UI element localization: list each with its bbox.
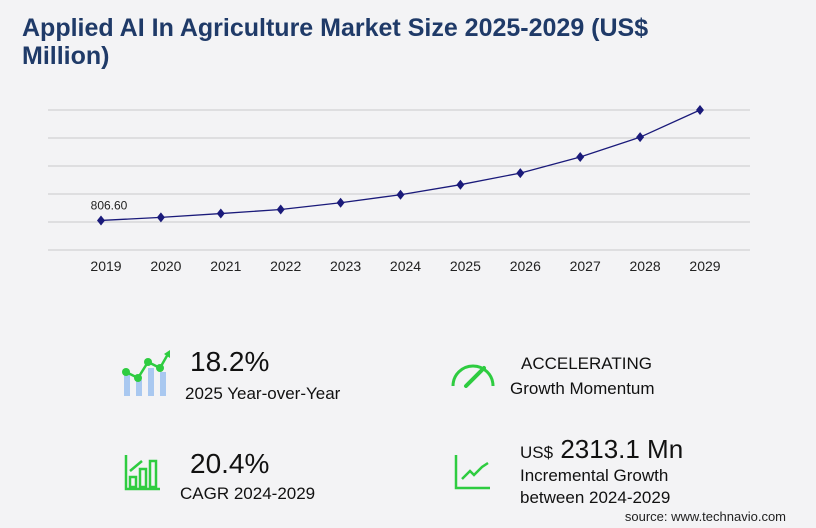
data-point (516, 168, 525, 179)
page-title: Applied AI In Agriculture Market Size 20… (22, 14, 649, 70)
cagr-label: CAGR 2024-2029 (180, 484, 316, 503)
x-tick-label: 2021 (210, 258, 241, 274)
x-tick-label: 2027 (570, 258, 601, 274)
incremental-label-1: Incremental Growth (520, 466, 669, 485)
incremental-growth-value: US$ 2313.1 Mn (520, 434, 683, 465)
x-tick-label: 2020 (150, 258, 181, 274)
data-point (456, 179, 465, 190)
x-tick-label: 2019 (90, 258, 121, 274)
data-point (97, 215, 105, 226)
data-point (576, 151, 585, 162)
speedometer-icon (451, 364, 495, 388)
x-tick-label: 2028 (630, 258, 661, 274)
x-tick-label: 2022 (270, 258, 301, 274)
data-label: 806.60 (91, 198, 128, 212)
data-point (636, 132, 645, 143)
data-point (216, 208, 225, 219)
momentum-label: Growth Momentum (510, 379, 655, 398)
series-line (100, 109, 701, 222)
x-tick-label: 2029 (689, 258, 720, 274)
growth-chart-icon (122, 350, 170, 396)
data-point (396, 189, 405, 200)
data-point (696, 105, 704, 115)
yoy-label: 2025 Year-over-Year (185, 384, 341, 403)
data-point (276, 204, 285, 215)
x-tick-label: 2025 (450, 258, 481, 274)
incremental-value: 2313.1 Mn (560, 434, 684, 464)
data-point (336, 197, 345, 208)
currency-prefix: US$ (520, 443, 554, 462)
cagr-value: 20.4% (190, 448, 270, 479)
x-tick-label: 2026 (510, 258, 541, 274)
bar-chart-icon (124, 455, 160, 491)
yoy-value: 18.2% (190, 346, 270, 377)
source-text: source: www.technavio.com (624, 509, 786, 524)
trend-line-icon (454, 455, 490, 490)
momentum-value: ACCELERATING (521, 354, 652, 373)
data-point (156, 212, 165, 223)
incremental-label-2: between 2024-2029 (520, 488, 671, 507)
x-tick-label: 2023 (330, 258, 361, 274)
x-tick-label: 2024 (390, 258, 421, 274)
line-chart: 2019 2020 2021 2022 2023 2024 2025 2026 2027 2028… (48, 105, 750, 274)
